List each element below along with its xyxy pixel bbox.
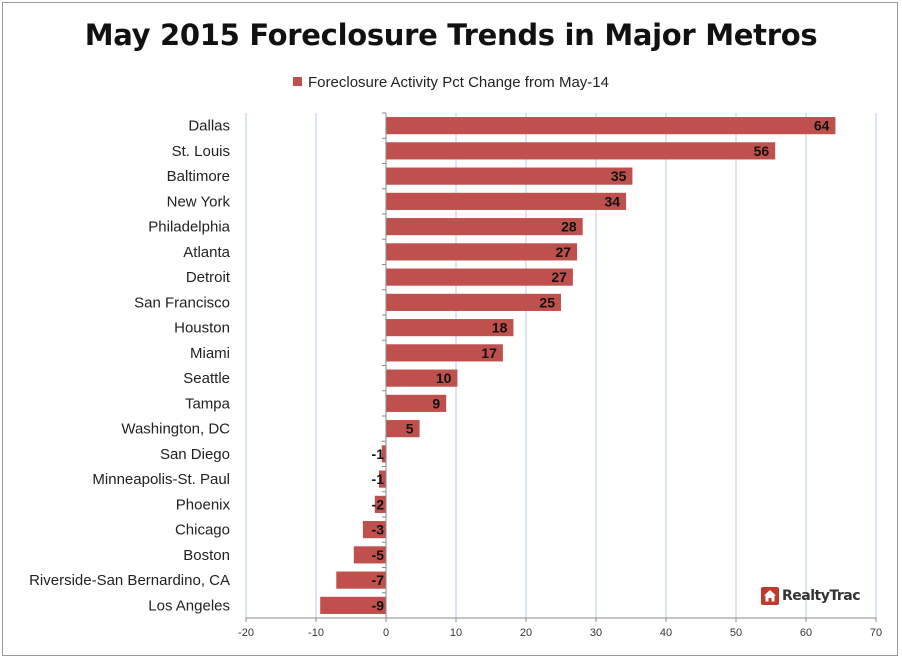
bar	[386, 369, 458, 387]
category-label: St. Louis	[172, 143, 230, 160]
category-label: Baltimore	[167, 168, 230, 185]
bar	[386, 192, 627, 210]
category-label: Los Angeles	[148, 597, 230, 614]
x-tick-label: 20	[520, 627, 532, 639]
category-label: Riverside-San Bernardino, CA	[29, 572, 230, 589]
category-label: Miami	[190, 345, 230, 362]
data-label: 34	[605, 193, 621, 209]
bar	[386, 142, 776, 160]
legend-swatch	[293, 77, 303, 86]
bar	[386, 117, 836, 135]
bar	[336, 571, 386, 589]
bar	[386, 420, 420, 438]
data-label: 25	[539, 294, 555, 310]
data-label: -9	[372, 597, 385, 613]
category-label: Houston	[174, 320, 230, 337]
category-label: New York	[167, 193, 231, 210]
x-tick-label: 30	[590, 627, 602, 639]
category-label: Boston	[183, 547, 230, 564]
category-label: Tampa	[185, 395, 231, 412]
bar	[374, 495, 386, 513]
data-label: -2	[372, 496, 385, 512]
data-label: 9	[432, 395, 440, 411]
bar	[362, 521, 386, 539]
bar	[386, 344, 503, 362]
bar	[386, 268, 573, 286]
data-label: 10	[436, 370, 452, 386]
x-tick-label: 10	[450, 627, 462, 639]
bar	[386, 293, 561, 311]
data-label: -5	[372, 547, 385, 563]
realtytrac-logo: RealtyTrac	[761, 585, 861, 607]
house-icon	[761, 587, 779, 605]
category-label: Detroit	[186, 269, 231, 286]
x-tick-label: -20	[238, 627, 254, 639]
category-label: Dallas	[188, 118, 230, 135]
legend: Foreclosure Activity Pct Change from May…	[0, 74, 902, 91]
data-label: -1	[372, 471, 385, 487]
data-label: -3	[372, 522, 385, 538]
category-label: Seattle	[183, 370, 230, 387]
category-label: Philadelphia	[148, 219, 230, 236]
legend-label: Foreclosure Activity Pct Change from May…	[308, 74, 609, 91]
category-label: San Francisco	[134, 294, 230, 311]
category-label: Phoenix	[176, 496, 231, 513]
bar	[386, 243, 578, 261]
x-tick-label: 60	[800, 627, 812, 639]
category-label: Minneapolis-St. Paul	[92, 471, 230, 488]
data-label: 35	[611, 168, 627, 184]
category-label: Washington, DC	[121, 421, 230, 438]
bar	[386, 218, 583, 236]
category-label: Chicago	[175, 522, 230, 539]
category-label: Atlanta	[183, 244, 230, 261]
data-label: 27	[556, 244, 572, 260]
bar	[379, 470, 386, 488]
data-label: 27	[551, 269, 567, 285]
data-label: 28	[561, 219, 577, 235]
data-label: 64	[814, 118, 830, 134]
bar	[386, 167, 633, 185]
bar	[386, 394, 447, 412]
bar	[353, 546, 386, 564]
data-label: 56	[754, 143, 770, 159]
category-label: San Diego	[160, 446, 230, 463]
chart-title: May 2015 Foreclosure Trends in Major Met…	[84, 18, 818, 52]
data-label: -1	[372, 446, 385, 462]
data-label: -7	[372, 572, 385, 588]
data-label: 5	[406, 421, 414, 437]
bar	[320, 596, 386, 614]
x-tick-label: 40	[660, 627, 672, 639]
x-tick-label: 70	[870, 627, 882, 639]
data-label: 17	[481, 345, 497, 361]
x-tick-label: -10	[308, 627, 324, 639]
x-tick-label: 50	[730, 627, 742, 639]
data-label: 18	[492, 320, 508, 336]
bar	[381, 445, 386, 463]
logo-text: RealtyTrac	[782, 588, 861, 604]
bar	[386, 319, 514, 337]
x-tick-label: 0	[383, 627, 389, 639]
